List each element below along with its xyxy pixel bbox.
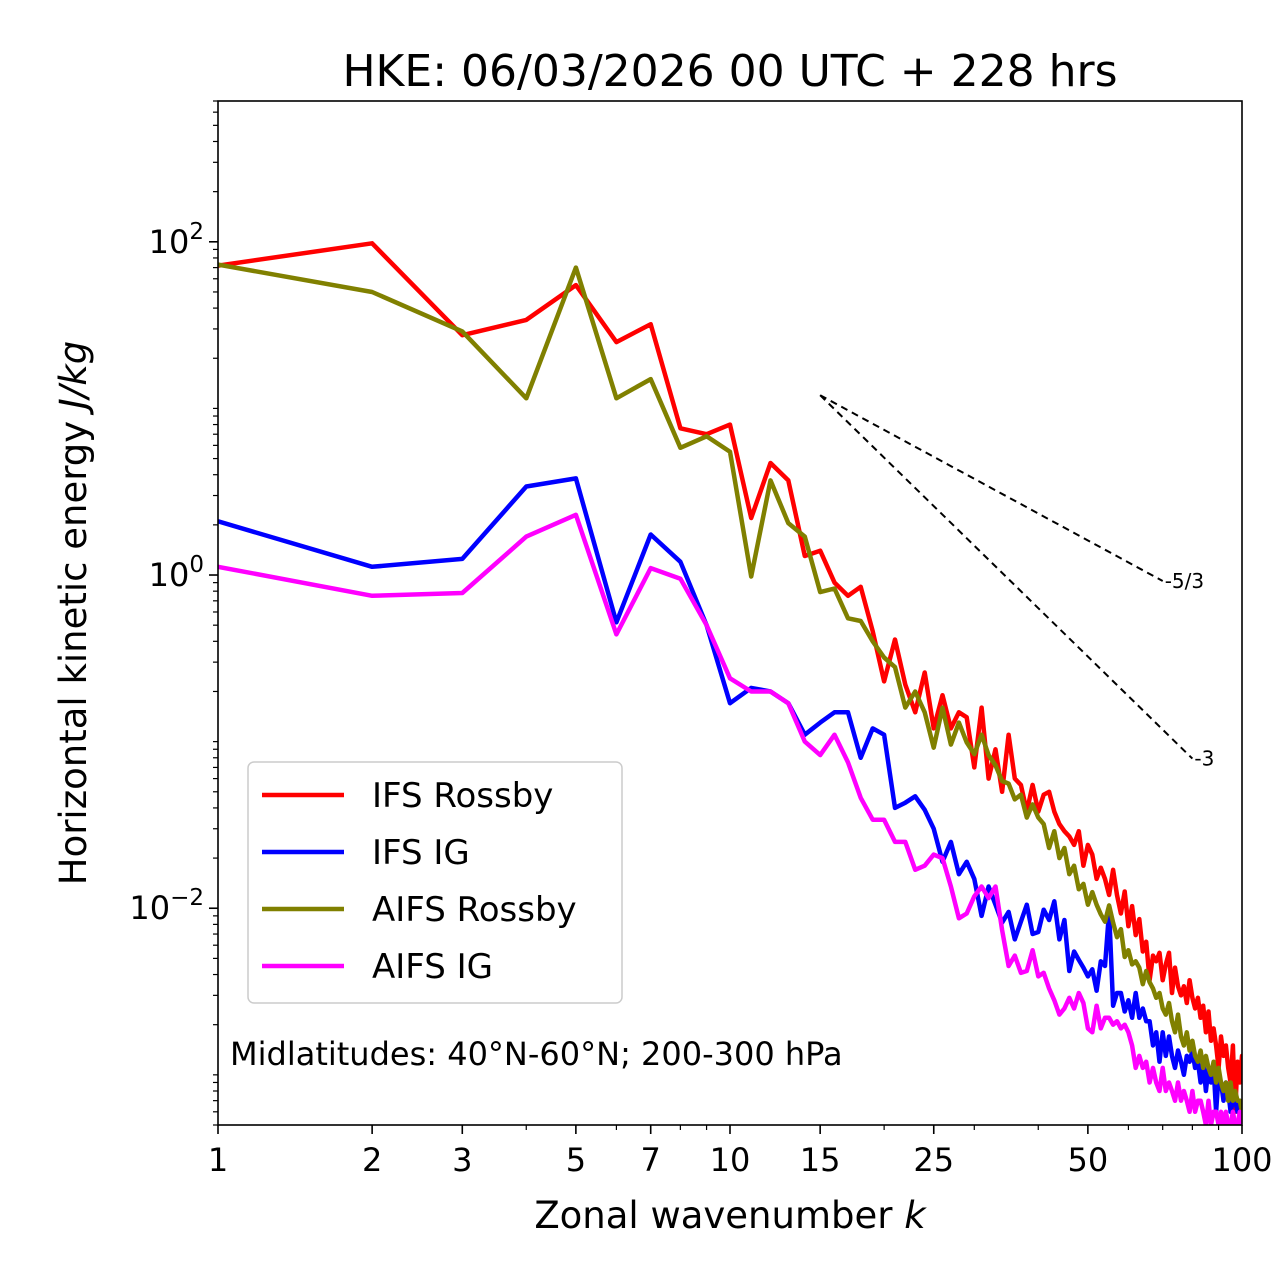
x-tick-label: 5 [566,1141,586,1179]
series-line-aifs-rossby [218,262,1242,1115]
reference-slope-label-2: -3 [1194,747,1214,771]
chart-title: HKE: 06/03/2026 00 UTC + 228 hrs [342,46,1117,97]
x-axis-label-variable: k [904,1194,927,1237]
reference-slope-line-1 [819,394,1164,582]
y-axis-label: Horizontal kinetic energy J/kg [52,341,95,885]
y-tick-label: 100 [149,552,204,594]
y-axis-label-text: Horizontal kinetic energy [52,409,95,885]
region-annotation: Midlatitudes: 40°N-60°N; 200-300 hPa [230,1035,843,1073]
x-tick-label: 25 [913,1141,954,1179]
legend-label-aifs-ig: AIFS IG [372,947,493,987]
x-axis-label-text: Zonal wavenumber [534,1194,904,1237]
reference-slope-label-1: -5/3 [1165,569,1204,593]
x-axis-label: Zonal wavenumber k [534,1194,927,1237]
legend-label-ifs-rossby: IFS Rossby [372,776,553,816]
y-tick-label: 102 [149,219,204,261]
x-axis-ticks: 1 2 3 5 7 10 15 25 50 100 [208,1125,1273,1179]
legend: IFS Rossby IFS IG AIFS Rossby AIFS IG [247,761,623,1004]
reference-slope-labels: -5/3 -3 [1165,569,1215,771]
series-line-aifs-ig [218,512,1242,1125]
x-tick-label: 50 [1068,1141,1109,1179]
legend-label-aifs-rossby: AIFS Rossby [372,890,577,930]
series-line-ifs-ig [218,476,1242,1125]
reference-slope-line-2 [819,394,1194,760]
x-tick-label: 3 [452,1141,472,1179]
legend-box [247,761,623,1004]
legend-label-ifs-ig: IFS IG [372,833,470,873]
x-tick-label: 10 [710,1141,751,1179]
x-tick-label: 2 [362,1141,382,1179]
x-tick-label: 15 [800,1141,841,1179]
x-tick-label: 1 [208,1141,228,1179]
series-lines [218,241,1242,1125]
y-axis-ticks: 102 100 10−2 [129,100,218,1126]
series-line-ifs-rossby [218,241,1242,1115]
x-tick-label: 100 [1211,1141,1272,1179]
y-axis-label-units: J/kg [52,341,95,416]
x-tick-label: 7 [641,1141,661,1179]
y-tick-label: 10−2 [129,885,204,927]
reference-slopes [819,394,1194,760]
